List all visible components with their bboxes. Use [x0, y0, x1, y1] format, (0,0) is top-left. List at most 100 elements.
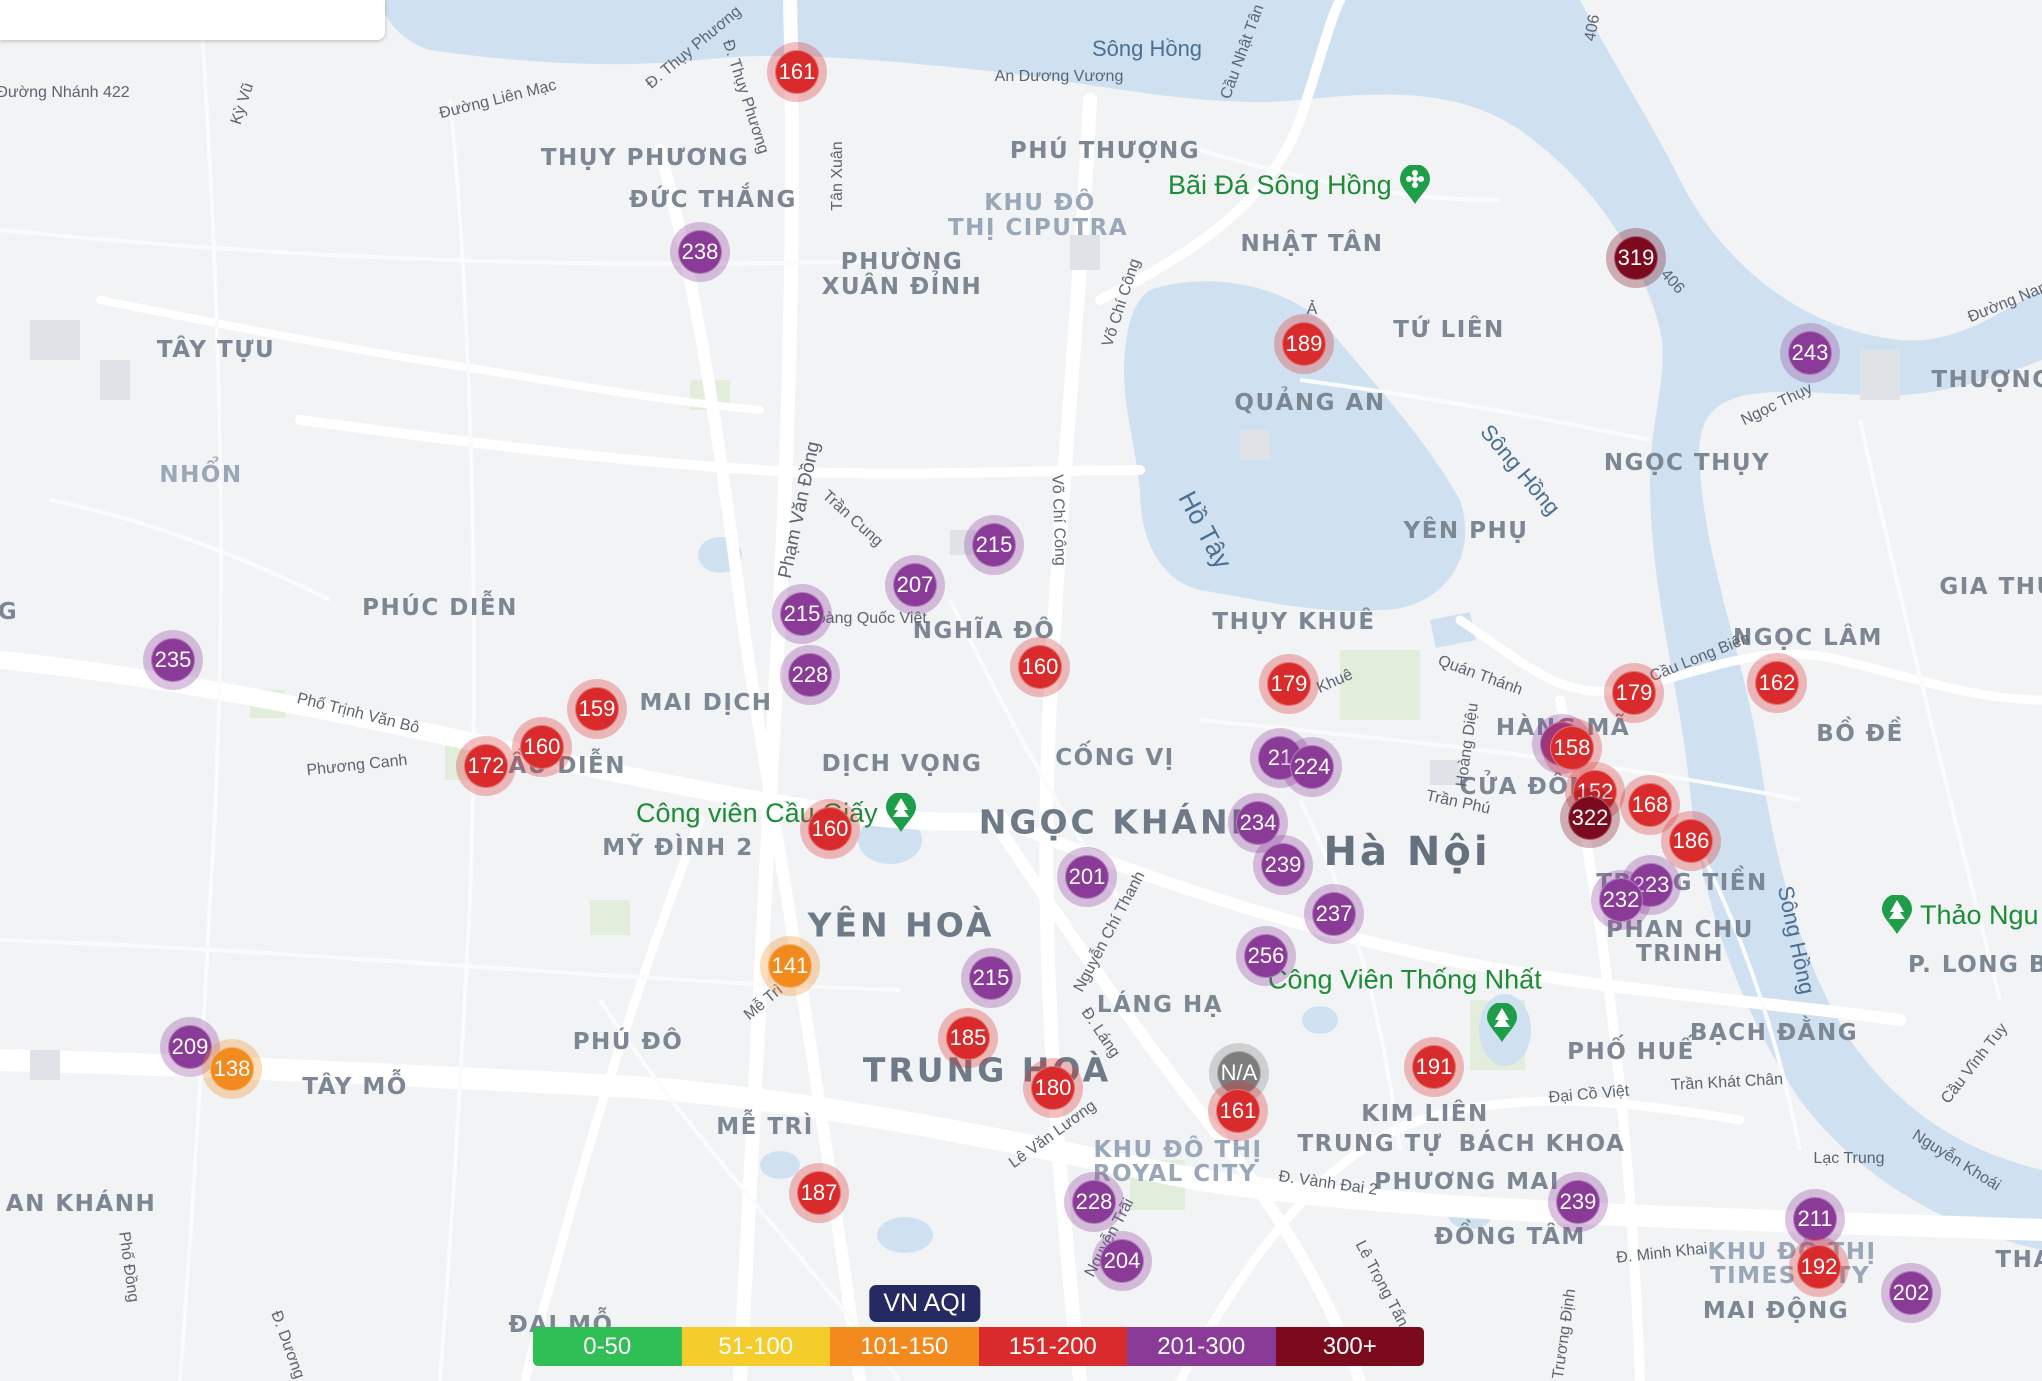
- aqi-value: 179: [1612, 671, 1656, 715]
- aqi-station-marker[interactable]: 185: [938, 1008, 998, 1068]
- aqi-station-marker[interactable]: 202: [1881, 1263, 1941, 1323]
- legend-segment-good: 0-50: [533, 1327, 682, 1366]
- aqi-station-marker[interactable]: 238: [670, 222, 730, 282]
- aqi-station-marker[interactable]: 243: [1780, 323, 1840, 383]
- poi-bai-da-song-hong[interactable]: Bãi Đá Sông Hồng: [1168, 165, 1432, 205]
- area-label-duc-thang: ĐỨC THẮNG: [629, 187, 797, 213]
- aqi-station-marker[interactable]: 189: [1274, 314, 1334, 374]
- aqi-station-marker[interactable]: 228: [1064, 1172, 1124, 1232]
- aqi-station-marker[interactable]: 235: [143, 630, 203, 690]
- aqi-station-marker[interactable]: 159: [567, 679, 627, 739]
- area-label-mai-dong: MAI ĐỘNG: [1702, 1298, 1850, 1324]
- legend-segment-very-unhealthy: 201-300: [1127, 1327, 1276, 1366]
- aqi-value: 211: [1793, 1197, 1837, 1241]
- aqi-station-marker[interactable]: 256: [1236, 926, 1296, 986]
- aqi-station-marker[interactable]: 179: [1259, 654, 1319, 714]
- aqi-station-marker[interactable]: 215: [964, 515, 1024, 575]
- area-label-phuong-mai: PHƯƠNG MAI: [1374, 1169, 1560, 1195]
- aqi-station-marker[interactable]: 141: [760, 936, 820, 996]
- poi-label: Thảo Ngu: [1920, 899, 2039, 930]
- aqi-station-marker[interactable]: 180: [1023, 1058, 1083, 1118]
- aqi-station-marker[interactable]: 161: [767, 42, 827, 102]
- poi-thao-nguyen[interactable]: Thảo Ngu: [1880, 895, 2039, 935]
- aqi-station-marker[interactable]: 232: [1591, 870, 1651, 930]
- road-label: Hoàng Quốc Việt: [805, 610, 927, 627]
- area-label-my-dinh-2: MỸ ĐÌNH 2: [602, 835, 754, 861]
- aqi-station-marker[interactable]: 186: [1661, 811, 1721, 871]
- aqi-value: 215: [969, 956, 1013, 1000]
- area-label-mai-dich: MAI DỊCH: [639, 690, 773, 716]
- area-label-quang-an: QUẢNG AN: [1234, 390, 1386, 416]
- aqi-station-marker[interactable]: 319: [1606, 228, 1666, 288]
- aqi-value: 159: [575, 687, 619, 731]
- poi-label: Công Viên Thống Nhất: [1268, 964, 1542, 995]
- aqi-station-marker[interactable]: 207: [885, 555, 945, 615]
- aqi-station-marker[interactable]: 179: [1604, 663, 1664, 723]
- aqi-station-marker[interactable]: 239: [1548, 1172, 1608, 1232]
- area-label-khu-do: KHU ĐÔ: [984, 190, 1096, 216]
- legend-bar: 0-50 51-100 101-150 151-200 201-300 300+: [533, 1327, 1424, 1366]
- area-label-gia-thu: GIA THU: [1939, 574, 2042, 600]
- corner-panel[interactable]: [0, 0, 385, 40]
- aqi-station-marker[interactable]: 168: [1620, 775, 1680, 835]
- aqi-value: 141: [768, 944, 812, 988]
- aqi-value: 185: [946, 1016, 990, 1060]
- aqi-value: 215: [780, 592, 824, 636]
- legend-segment-hazardous: 300+: [1275, 1327, 1424, 1366]
- tree-pin-icon[interactable]: [1485, 1003, 1519, 1043]
- aqi-station-marker[interactable]: 162: [1747, 653, 1807, 713]
- area-label-tay-tuu: TÂY TỰU: [156, 337, 276, 363]
- aqi-value: 189: [1282, 322, 1326, 366]
- aqi-station-marker[interactable]: 228: [780, 645, 840, 705]
- aqi-station-marker[interactable]: 237: [1304, 884, 1364, 944]
- aqi-station-marker[interactable]: 201: [1057, 847, 1117, 907]
- aqi-station-marker[interactable]: 160: [1010, 637, 1070, 697]
- aqi-station-marker[interactable]: 234: [1228, 793, 1288, 853]
- area-label-yen-hoa: YÊN HOÀ: [807, 905, 995, 945]
- area-label-dich-vong: DỊCH VỌNG: [821, 751, 983, 777]
- aqi-station-marker[interactable]: 138: [202, 1039, 262, 1099]
- aqi-station-marker[interactable]: 211: [1785, 1189, 1845, 1249]
- aqi-station-marker[interactable]: 239: [1253, 835, 1313, 895]
- aqi-value: 161: [1216, 1089, 1260, 1133]
- aqi-station-marker[interactable]: 204: [1092, 1231, 1152, 1291]
- aqi-station-marker[interactable]: 322: [1560, 788, 1620, 848]
- aqi-value: 215: [972, 523, 1016, 567]
- aqi-station-marker[interactable]: 161: [1208, 1081, 1268, 1141]
- aqi-value: 319: [1614, 236, 1658, 280]
- legend-segment-moderate: 51-100: [681, 1327, 830, 1366]
- area-label-p-long-bi: P. LONG BI: [1908, 952, 2042, 978]
- aqi-value: 228: [1072, 1180, 1116, 1224]
- aqi-station-marker[interactable]: 215: [772, 584, 832, 644]
- area-label-times-city: TIMES CITY: [1709, 1263, 1871, 1289]
- aqi-station-marker[interactable]: 215: [961, 948, 1021, 1008]
- poi-cong-vien-thong-nhat[interactable]: Công Viên Thống Nhất: [1268, 965, 1542, 996]
- aqi-station-marker[interactable]: 158: [1542, 718, 1602, 778]
- area-label-an-khanh: AN KHÁNH: [5, 1191, 157, 1217]
- aqi-station-marker[interactable]: 224: [1282, 737, 1342, 797]
- aqi-value: 21: [1258, 736, 1302, 780]
- aqi-value: 187: [797, 1171, 841, 1215]
- road-label: Lạc Trung: [1813, 1150, 1885, 1167]
- aqi-station-marker[interactable]: 172: [456, 736, 516, 796]
- aqi-station-marker[interactable]: 191: [1404, 1037, 1464, 1097]
- aqi-station-marker[interactable]: 192: [1789, 1237, 1849, 1297]
- area-label-lang-ha: LÁNG HẠ: [1096, 992, 1224, 1018]
- legend-title: VN AQI: [869, 1285, 981, 1322]
- area-label-tha: THA: [1995, 1247, 2042, 1273]
- flower-pin-icon: [1399, 165, 1430, 204]
- road-label: Tân Xuân: [829, 141, 846, 211]
- area-label-pho-hue: PHỐ HUẾ: [1567, 1039, 1695, 1065]
- aqi-value: 160: [520, 725, 564, 769]
- aqi-value: 239: [1556, 1180, 1600, 1224]
- poi-cong-vien-cau-giay[interactable]: Công viên Cầu Giấy: [636, 793, 918, 833]
- aqi-value: 158: [1550, 726, 1594, 770]
- aqi-station-marker[interactable]: 187: [789, 1163, 849, 1223]
- aqi-station-marker[interactable]: 160: [512, 717, 572, 777]
- aqi-station-marker[interactable]: 160: [800, 799, 860, 859]
- aqi-value: 228: [788, 653, 832, 697]
- area-label-cong-vi: CỐNG VỊ: [1055, 745, 1175, 771]
- area-label-trung-tu: TRUNG TỰ: [1297, 1131, 1443, 1157]
- area-label-thuong: THƯỢNG: [1931, 367, 2042, 393]
